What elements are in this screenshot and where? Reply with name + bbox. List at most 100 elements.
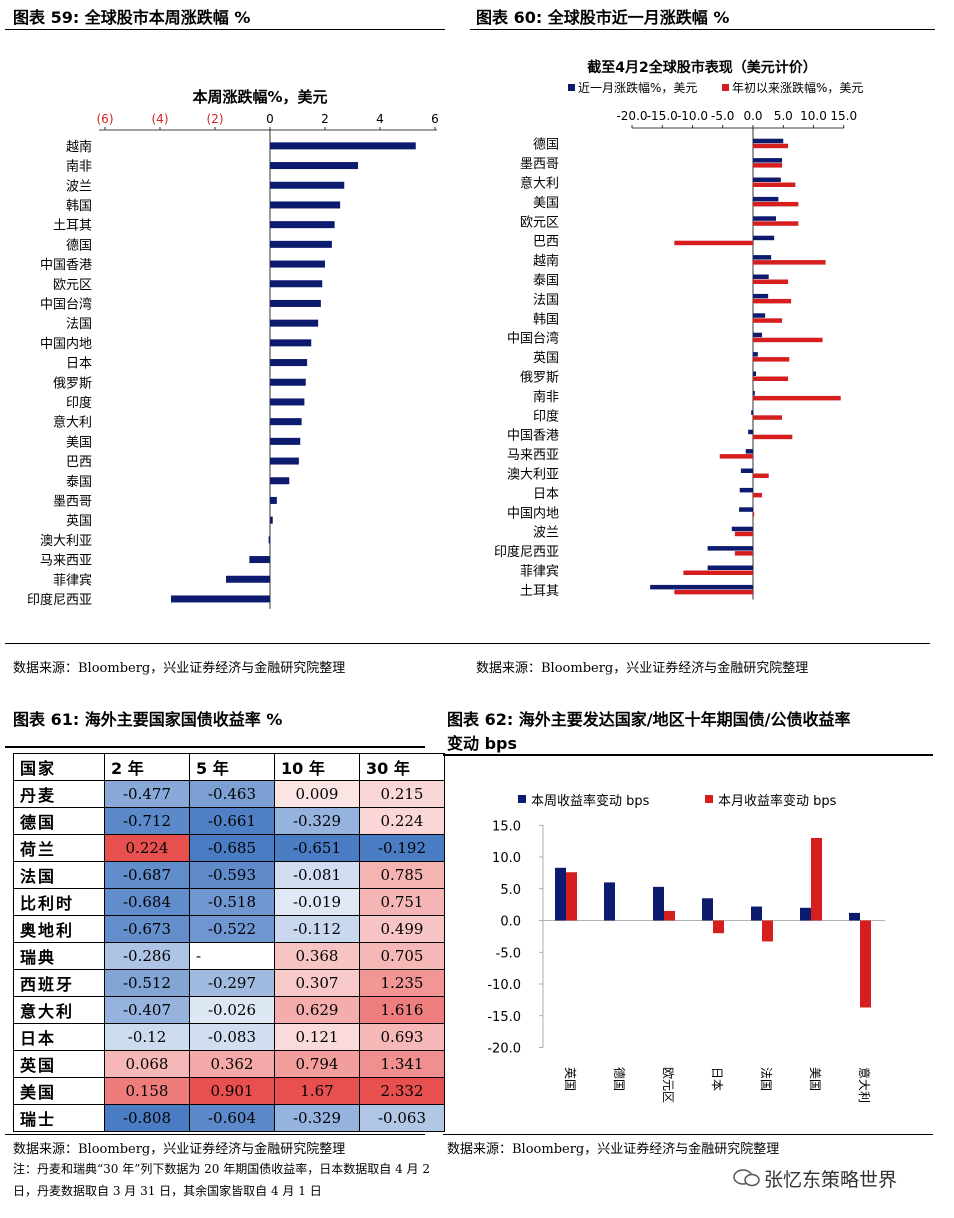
fig60-category-label: 南非 [533,389,559,405]
table-value-cell: -0.808 [104,1104,190,1132]
table-value-cell: -0.512 [104,969,190,997]
fig60-bar-ytd [753,415,783,420]
fig60-legend-label-ytd: 年初以来涨跌幅%，美元 [732,80,863,95]
fig60-bar-ytd [753,376,789,381]
fig60-category-label: 意大利 [520,176,559,192]
fig60-bar-month [707,565,753,570]
table-value-cell: 0.121 [274,1023,360,1051]
fig59-bar [268,536,271,544]
fig60-bar-month [753,216,776,221]
fig60-bar-month [753,390,755,396]
fig60-tick-label: -10.0 [677,109,708,123]
table-value-cell: -0.019 [274,888,360,916]
table-value-cell: -0.329 [274,807,360,835]
table-value-cell: 0.215 [359,780,445,808]
fig60-bar-ytd [734,531,753,537]
fig59-category-label: 泰国 [66,475,92,490]
fig62-tick-label: -20.0 [487,1042,521,1057]
fig59-bar [270,201,341,209]
fig59-bar [171,595,270,603]
fig60-bar-ytd [753,298,792,304]
fig59-category-label: 中国台湾 [40,296,92,312]
fig60-bar-ytd [674,240,753,246]
fig60-bar-month [753,235,775,241]
fig59-tick-label: 0 [266,112,274,126]
table-value-cell: - [189,942,275,970]
fig60-bar-month [739,487,753,493]
fig59-category-label: 欧元区 [53,278,92,293]
table-value-cell: -0.687 [104,861,190,889]
fig59-category-label: 中国香港 [40,258,92,273]
fig60-category-label: 澳大利亚 [507,467,559,483]
fig59-category-label: 菲律宾 [53,572,92,588]
table-value-cell: -0.026 [189,996,275,1024]
fig59-category-label: 巴西 [66,455,92,470]
fig60-bar-ytd [753,473,769,478]
fig62-title-line1: 图表 62: 海外主要发达国家/地区十年期国债/公债收益率 [447,710,851,729]
fig62-legend-swatch-month [705,795,713,803]
table-value-cell: 0.224 [359,807,445,835]
fig62-tick-label: -15.0 [487,1010,521,1025]
fig60-bar-month [753,177,781,182]
table-header-cell: 30 年 [359,753,445,781]
fig60-tick-label: -20.0 [616,109,647,123]
fig59-bar [226,575,270,583]
fig59-bar [270,457,299,465]
fig60-bar-month [753,196,779,202]
fig59-tick-label: 2 [321,112,329,126]
fig59-category-label: 南非 [66,159,92,175]
fig60-tick-label: -5.0 [711,109,734,123]
fig62-bar-month [762,920,773,942]
fig59-bar [270,516,273,524]
table-row: 英国 0.068 0.362 0.794 1.341 [13,1050,445,1078]
fig59-bar [270,378,306,386]
fig59-bar [270,181,345,189]
fig60-title: 图表 60: 全球股市近一月涨跌幅 % [476,8,730,27]
fig60-chart: 截至4月2全球股市表现（美元计价） 近一月涨跌幅%，美元 年初以来涨跌幅%，美元 -2… [494,59,863,600]
fig60-bar-ytd [753,182,796,187]
fig60-bar-ytd [753,143,789,149]
fig62-bottom-rule [443,1134,933,1135]
fig60-chart-title: 截至4月2全球股市表现（美元计价） [587,59,816,76]
fig60-bar-ytd [719,454,753,459]
fig59-category-label: 法国 [66,317,92,332]
fig62-chart: 本周收益率变动 bps 本月收益率变动 bps 15.0 10.0 5.0 0.0 -5.0… [487,793,885,1103]
fig62-bar-month [566,872,577,921]
table-value-cell: -0.463 [189,780,275,808]
table-value-cell: 0.794 [274,1050,360,1078]
fig59-bar [270,240,332,248]
table-country-cell: 瑞士 [13,1104,105,1132]
table-header-cell: 5 年 [189,753,275,781]
table-row: 西班牙 -0.512 -0.297 0.307 1.235 [13,969,445,997]
table-value-cell: -0.477 [104,780,190,808]
fig60-bar-ytd [753,163,783,168]
table-value-cell: 0.751 [359,888,445,916]
table-header-cell: 2 年 [104,753,190,781]
fig62-bar-month [664,910,675,921]
table-value-cell: 1.67 [274,1077,360,1105]
fig59-category-label: 印度 [66,395,92,411]
fig59-bar [270,221,335,229]
table-value-cell: 0.009 [274,780,360,808]
fig62-bar-week [702,898,713,921]
fig60-category-label: 菲律宾 [520,564,559,580]
fig59-category-label: 中国内地 [40,336,92,352]
fig60-bar-month [740,468,753,473]
fig59-category-label: 土耳其 [53,219,92,234]
fig59-category-label: 波兰 [66,179,92,194]
fig62-tick-label: 0.0 [500,915,521,930]
fig60-bar-ytd [753,221,799,226]
fig60-bar-ytd [753,201,799,207]
table-country-cell: 瑞典 [13,942,105,970]
table-value-cell: -0.063 [359,1104,445,1132]
wechat-icon [733,1168,761,1188]
fig60-bar-ytd [674,589,753,595]
table-value-cell: 1.235 [359,969,445,997]
fig59-category-label: 韩国 [66,199,92,214]
table-value-cell: -0.286 [104,942,190,970]
fig60-category-label: 巴西 [533,235,559,250]
fig59-bar [270,437,301,445]
fig61-source: 数据来源：Bloomberg，兴业证券经济与金融研究院整理 [13,1142,346,1157]
fig60-category-label: 英国 [533,351,559,366]
fig62-category-label: 意大利 [857,1067,872,1103]
